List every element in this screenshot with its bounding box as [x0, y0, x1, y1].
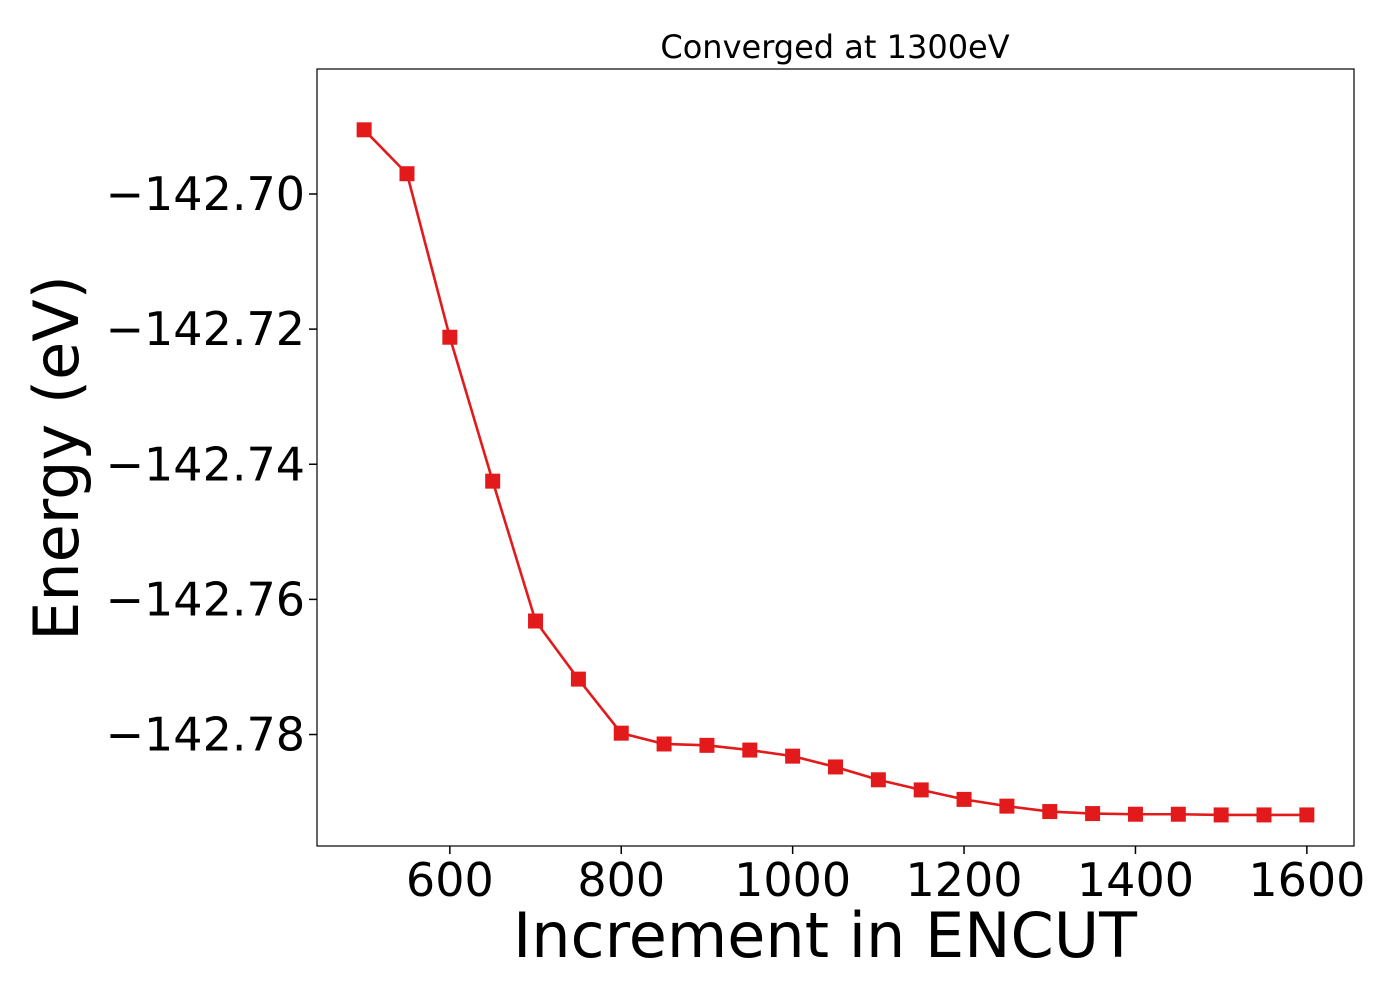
data-point: [485, 473, 501, 489]
data-point: [1299, 807, 1315, 823]
x-tick-label: 1400: [1077, 853, 1194, 907]
y-tick-label: −142.78: [106, 708, 306, 762]
data-point: [785, 748, 801, 764]
data-point: [1256, 807, 1272, 823]
y-axis-label: Energy (eV): [20, 275, 93, 641]
data-point: [870, 772, 886, 788]
y-tick-label: −142.72: [106, 302, 306, 356]
plot-series: [356, 122, 1315, 823]
data-point: [442, 329, 458, 345]
x-tick-label: 1000: [734, 853, 851, 907]
data-point: [570, 671, 586, 687]
x-axis: 600 800 1000 1200 1400 1600: [406, 846, 1365, 907]
data-point: [356, 122, 372, 138]
data-point: [399, 166, 415, 182]
data-point: [999, 798, 1015, 814]
y-axis: −142.70 −142.72 −142.74 −142.76 −142.78: [106, 167, 317, 762]
data-point: [528, 613, 544, 629]
x-tick-label: 1200: [906, 853, 1023, 907]
x-tick-label: 800: [577, 853, 665, 907]
data-point: [1085, 806, 1101, 822]
x-tick-label: 1600: [1248, 853, 1365, 907]
data-point: [1213, 807, 1229, 823]
data-point: [656, 736, 672, 752]
y-tick-label: −142.70: [106, 167, 306, 221]
y-tick-label: −142.74: [106, 437, 306, 491]
data-point: [1170, 806, 1186, 822]
data-point: [828, 759, 843, 775]
data-point: [699, 737, 715, 753]
data-point: [1127, 806, 1143, 822]
data-point: [1042, 804, 1058, 820]
series-line: [363, 128, 1307, 817]
chart-title: Converged at 1300eV: [660, 28, 1009, 66]
data-point: [613, 725, 629, 741]
x-tick-label: 600: [406, 853, 494, 907]
x-axis-label: Increment in ENCUT: [513, 899, 1138, 972]
y-tick-label: −142.76: [106, 572, 306, 626]
data-point: [956, 791, 972, 807]
data-point: [742, 742, 758, 758]
plot-frame: [316, 68, 1355, 847]
data-point: [913, 782, 929, 798]
